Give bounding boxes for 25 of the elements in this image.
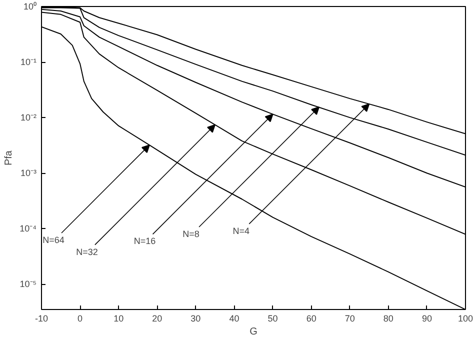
annotation: N=64	[42, 234, 64, 245]
annotation: N=8	[182, 229, 200, 239]
y-tick-label: 10⁻⁵	[20, 279, 37, 290]
y-tick-label: 10⁻³	[20, 168, 37, 178]
x-tick-label: 10	[114, 314, 124, 324]
annotation: N=4	[232, 226, 250, 236]
x-tick-label: -10	[34, 314, 48, 324]
x-axis-title: G	[250, 326, 258, 338]
x-tick-label: 90	[422, 314, 432, 324]
x-tick-label: 20	[152, 314, 162, 324]
x-tick-label: 80	[383, 314, 394, 324]
x-tick-label: 30	[190, 314, 201, 324]
x-tick-label: 70	[344, 314, 355, 324]
x-tick-label: 60	[306, 314, 316, 324]
y-tick-label: 10⁻¹	[20, 57, 37, 68]
x-tick-label: 100	[458, 314, 474, 324]
annotation: N=16	[134, 236, 156, 246]
x-tick-label: 40	[229, 314, 240, 324]
x-tick-label: 50	[268, 314, 278, 324]
y-tick-label: 10⁻²	[20, 112, 37, 123]
y-axis-title: Pfa	[4, 150, 15, 166]
y-tick-label: 10⁰	[23, 2, 37, 12]
annotation: N=32	[76, 246, 98, 257]
y-tick-label: 10⁻⁴	[20, 224, 37, 234]
x-tick-label: 0	[78, 314, 83, 324]
